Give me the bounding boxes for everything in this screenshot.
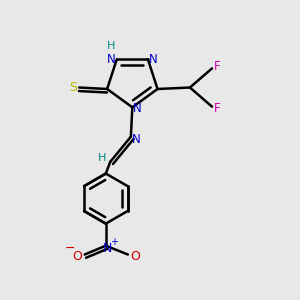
Text: O: O [72, 250, 82, 262]
Text: F: F [214, 60, 220, 74]
Text: H: H [107, 41, 116, 51]
Text: F: F [214, 102, 220, 115]
Text: H: H [98, 153, 106, 163]
Text: −: − [65, 242, 75, 254]
Text: O: O [130, 250, 140, 262]
Text: N: N [132, 133, 140, 146]
Text: +: + [110, 237, 118, 247]
Text: N: N [149, 53, 158, 66]
Text: N: N [133, 102, 142, 115]
Text: N: N [103, 242, 112, 254]
Text: S: S [69, 81, 77, 94]
Text: N: N [107, 53, 116, 66]
